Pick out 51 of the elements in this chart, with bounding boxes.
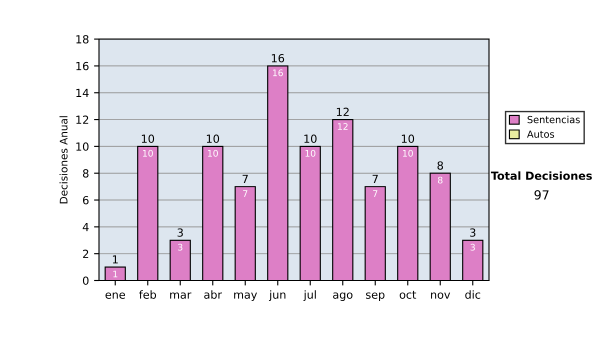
total-label: 10 — [206, 134, 220, 143]
x-tick-label: dic — [465, 290, 480, 299]
data-label: 3 — [178, 244, 182, 251]
data-label: 10 — [306, 150, 316, 157]
y-tick-label: 0 — [82, 276, 89, 285]
text: 97 — [534, 190, 549, 200]
data-label: 8 — [438, 176, 443, 184]
y-tick-label: 8 — [82, 169, 89, 178]
x-tick-label: ago — [333, 292, 352, 301]
total-label: 3 — [178, 228, 183, 237]
y-tick-label: 18 — [76, 35, 89, 44]
y-axis-title: Decisiones Anual — [60, 116, 68, 204]
total-label: 7 — [242, 174, 248, 183]
y-tick-label: 12 — [76, 116, 88, 124]
x-tick-label: abr — [204, 290, 222, 299]
x-tick-label: oct — [400, 290, 416, 299]
y-tick-label: 6 — [82, 196, 89, 204]
total-label: 8 — [437, 161, 444, 170]
legend-label: Sentencias — [528, 116, 580, 124]
total-label: 10 — [142, 134, 154, 143]
total-label: 7 — [372, 174, 378, 183]
x-tick-label: feb — [139, 290, 156, 299]
text: Total Decisiones — [490, 171, 592, 180]
y-tick-label: 2 — [83, 250, 88, 258]
x-tick-label: may — [234, 292, 258, 301]
data-label: 10 — [208, 150, 218, 157]
x-tick-label: jun — [268, 290, 286, 301]
y-tick-label: 4 — [82, 222, 89, 232]
total-label: 16 — [272, 54, 284, 62]
total-label: 1 — [112, 255, 118, 264]
x-tick-label: ene — [106, 292, 126, 299]
y-tick-label: 16 — [76, 62, 89, 70]
data-label: 10 — [143, 150, 153, 157]
x-tick-label: nov — [431, 292, 450, 299]
y-tick-label: 14 — [76, 88, 89, 97]
data-label: 3 — [470, 244, 475, 251]
total-label: 12 — [336, 108, 349, 116]
data-label: 7 — [373, 190, 378, 197]
data-label: 7 — [243, 190, 248, 197]
total-label: 10 — [304, 134, 317, 143]
total-label: 10 — [402, 134, 414, 143]
y-tick-label: 10 — [76, 142, 89, 151]
data-label: 1 — [113, 270, 118, 278]
x-tick-label: mar — [170, 292, 192, 299]
data-label: 12 — [338, 123, 348, 130]
legend-label: Autos — [527, 130, 554, 138]
x-tick-label: jul — [303, 290, 316, 301]
x-tick-label: sep — [366, 292, 384, 301]
total-label: 3 — [470, 228, 476, 237]
data-label: 10 — [403, 150, 413, 157]
data-label: 16 — [273, 69, 283, 76]
